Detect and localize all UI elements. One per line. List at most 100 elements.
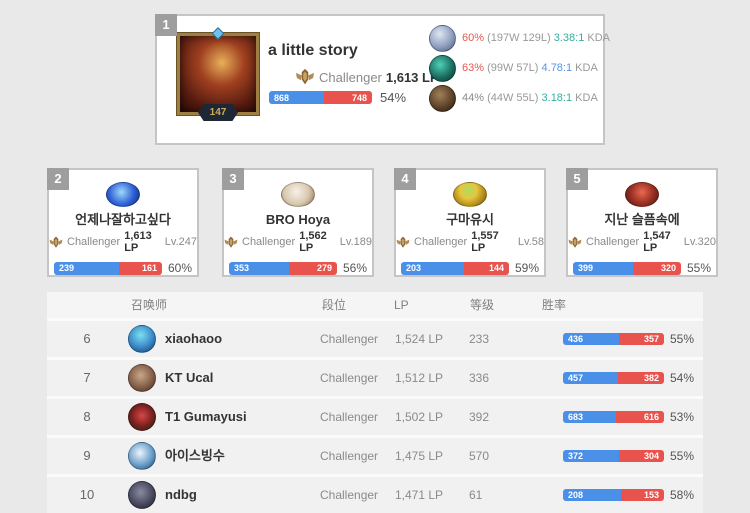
tier-name: Challenger [414, 236, 468, 248]
player-avatar[interactable] [453, 182, 487, 207]
player-name[interactable]: a little story [268, 42, 358, 59]
tier-name: Challenger [320, 371, 379, 385]
tier-name: Challenger [242, 236, 296, 248]
lp-value: 1,557 LP [471, 230, 499, 254]
table-row[interactable]: 6 xiaohaoo Challenger 1,524 LP 233 436 3… [47, 321, 703, 357]
player-name[interactable]: 지난 슬픔속에 [604, 212, 680, 227]
player-name[interactable]: xiaohaoo [165, 331, 223, 346]
losses-segment: 144 [464, 261, 509, 275]
challenger-crest-icon [224, 236, 238, 248]
player-name[interactable]: KT Ucal [165, 370, 214, 385]
ranked-player-card[interactable]: 3 BRO Hoya Challenger 1,562 LP Lv.189 35… [222, 168, 374, 277]
wins-segment: 683 [563, 411, 617, 423]
summoner-level-badge: 147 [198, 104, 238, 121]
rank-badge: 1 [155, 14, 177, 36]
lp-value: 1,562 LP [299, 230, 327, 254]
summoner-level: Lv.189 [339, 236, 372, 248]
summoner-level: Lv.247 [164, 236, 197, 248]
player-name[interactable]: ndbg [165, 487, 197, 502]
losses-segment: 161 [118, 261, 162, 275]
header-tier: 段位 [322, 298, 347, 312]
table-row[interactable]: 10 ndbg Challenger 1,471 LP 61 208 153 5… [47, 477, 703, 513]
ranked-player-card[interactable]: 2 언제나잘하고싶다 Challenger 1,613 LP Lv.247 23… [47, 168, 199, 277]
tier-name: Challenger [320, 449, 379, 463]
winrate-percent: 60% [167, 261, 193, 275]
table-row[interactable]: 7 KT Ucal Challenger 1,512 LP 336 457 38… [47, 360, 703, 396]
wins-segment: 436 [563, 333, 619, 345]
player-name[interactable]: 언제나잘하고싶다 [75, 212, 171, 227]
losses-segment: 748 [324, 91, 372, 104]
tier-name: Challenger [320, 488, 379, 502]
table-header-row: 召唤师 段位 LP 等级 胜率 [47, 292, 703, 318]
tier-line: Challenger 1,557 LP Lv.58 [396, 230, 544, 254]
table-body: 6 xiaohaoo Challenger 1,524 LP 233 436 3… [47, 321, 703, 513]
lp-value: 1,471 LP [395, 488, 444, 502]
champ-winrate: 63% [462, 62, 485, 74]
player-name[interactable]: BRO Hoya [265, 212, 331, 227]
lp-value: 1,512 LP [395, 371, 444, 385]
player-name[interactable]: T1 Gumayusi [165, 409, 247, 424]
champ-winrate: 44% [462, 92, 485, 104]
player-avatar[interactable]: 147 [177, 27, 259, 121]
lp-value: 1,613 LP [124, 230, 152, 254]
player-avatar[interactable] [128, 364, 156, 392]
player-avatar[interactable] [128, 481, 156, 509]
table-row[interactable]: 9 아이스빙수 Challenger 1,475 LP 570 372 304 … [47, 438, 703, 474]
champ-kda: 4.78:1 [541, 62, 573, 74]
player-name[interactable]: 아이스빙수 [165, 448, 225, 463]
champ-record: (99W 57L) [487, 62, 539, 74]
losses-segment: 382 [618, 372, 664, 384]
summoner-level: 336 [469, 371, 490, 385]
header-lp: LP [394, 298, 409, 312]
winloss-bar: 353 279 [228, 261, 337, 275]
player-avatar[interactable] [106, 182, 140, 207]
player-name[interactable]: 구마유시 [446, 212, 494, 227]
winloss-bar: 208 153 [563, 489, 664, 501]
lp-value: 1,613 LP [385, 69, 439, 85]
challenger-crest-icon [296, 68, 314, 85]
ranked-player-card[interactable]: 4 구마유시 Challenger 1,557 LP Lv.58 203 144… [394, 168, 546, 277]
champion-stats-list: 60% (197W 129L) 3.38:1 KDA 63% (99W 57L)… [429, 23, 610, 113]
tier-name: Challenger [586, 236, 640, 248]
winloss-bar: 436 357 [563, 333, 664, 345]
wins-segment: 203 [400, 261, 465, 275]
ranked-player-card[interactable]: 5 지난 슬픔속에 Challenger 1,547 LP Lv.320 399… [566, 168, 718, 277]
challenger-crest-icon [568, 236, 582, 248]
winloss-bar-row: 399 320 55% [572, 261, 711, 275]
winrate-percent: 55% [670, 449, 695, 463]
frame-gem-icon [211, 27, 225, 40]
rank-badge: 5 [566, 168, 588, 190]
champ-winrate: 60% [462, 32, 485, 44]
tier-line: Challenger 1,547 LP Lv.320 [568, 230, 716, 254]
player-avatar[interactable] [128, 403, 156, 431]
player-avatar[interactable] [128, 442, 156, 470]
table-row[interactable]: 8 T1 Gumayusi Challenger 1,502 LP 392 68… [47, 399, 703, 435]
rank1-player-card[interactable]: 1 147 a little story Challenger 1,613 LP… [155, 14, 610, 145]
winrate-percent: 53% [670, 410, 695, 424]
player-avatar[interactable] [281, 182, 315, 207]
wins-segment: 239 [53, 261, 119, 275]
losses-segment: 616 [616, 411, 664, 423]
winloss-bar: 203 144 [400, 261, 509, 275]
winloss-bar: 239 161 [53, 261, 162, 275]
tier-name: Challenger [320, 332, 379, 346]
winloss-bar-row: 203 144 59% [400, 261, 539, 275]
winloss-bar: 457 382 [563, 372, 664, 384]
player-avatar[interactable] [128, 325, 156, 353]
rank-badge: 3 [222, 168, 244, 190]
champion-stat-row[interactable]: 60% (197W 129L) 3.38:1 KDA [429, 23, 610, 53]
winrate-percent: 55% [670, 332, 695, 346]
losses-segment: 320 [632, 261, 681, 275]
row-rank: 6 [83, 331, 91, 346]
rank-badge: 4 [394, 168, 416, 190]
lp-value: 1,547 LP [643, 230, 671, 254]
player-avatar[interactable] [625, 182, 659, 207]
header-level: 等级 [470, 298, 495, 312]
champion-stat-row[interactable]: 63% (99W 57L) 4.78:1 KDA [429, 53, 610, 83]
champion-stat-row[interactable]: 44% (44W 55L) 3.18:1 KDA [429, 83, 610, 113]
row-rank: 7 [83, 370, 91, 385]
wins-segment: 457 [563, 372, 619, 384]
ranking-table: 召唤师 段位 LP 等级 胜率 6 xiaohaoo Challenger 1,… [47, 292, 703, 513]
wins-segment: 399 [572, 261, 633, 275]
lp-value: 1,475 LP [395, 449, 444, 463]
